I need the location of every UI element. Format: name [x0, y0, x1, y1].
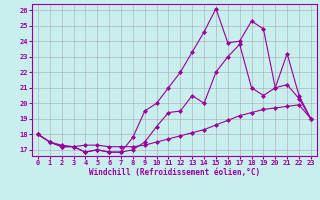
X-axis label: Windchill (Refroidissement éolien,°C): Windchill (Refroidissement éolien,°C): [89, 168, 260, 177]
